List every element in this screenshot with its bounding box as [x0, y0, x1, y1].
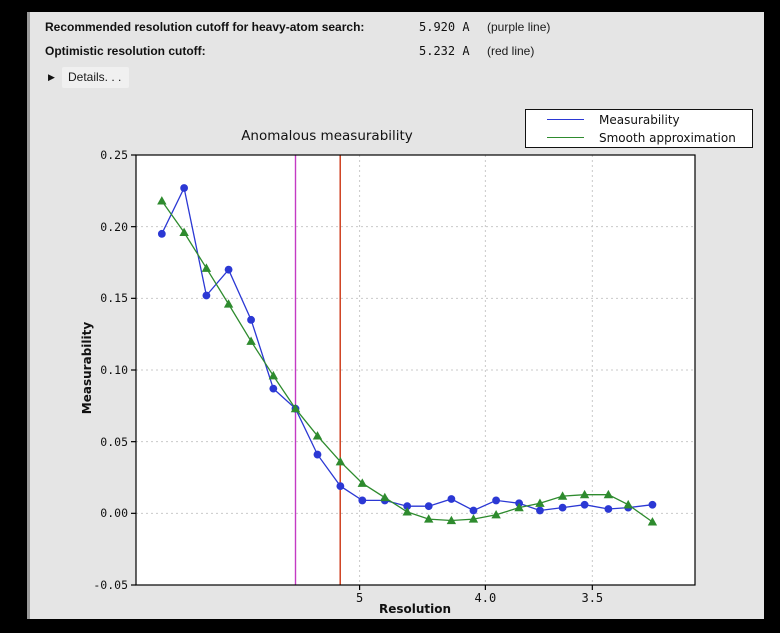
y-tick-label: 0.05: [100, 434, 128, 449]
x-tick-label: 3.5: [581, 591, 604, 605]
data-point-circle: [580, 500, 589, 509]
legend-line-sample: [547, 119, 584, 120]
optimistic-cutoff-note: (red line): [487, 44, 535, 58]
data-point-circle: [403, 502, 412, 511]
data-point-circle: [648, 500, 657, 509]
results-panel: Recommended resolution cutoff for heavy-…: [30, 12, 764, 619]
data-point-triangle: [535, 498, 545, 507]
data-point-triangle: [290, 403, 301, 413]
data-point-triangle: [312, 431, 323, 440]
details-label: Details. . .: [62, 66, 130, 88]
legend-label: Measurability: [599, 112, 680, 127]
data-point-circle: [247, 315, 255, 324]
recommended-cutoff-label: Recommended resolution cutoff for heavy-…: [45, 20, 365, 34]
data-point-triangle: [603, 489, 614, 499]
data-point-circle: [313, 450, 322, 459]
data-point-triangle: [557, 491, 568, 500]
data-point-triangle: [246, 336, 256, 345]
recommended-cutoff-value: 5.920 A: [419, 20, 470, 34]
data-point-circle: [157, 229, 166, 238]
data-point-triangle: [223, 299, 234, 308]
anomalous-measurability-chart: Anomalous measurability Measurability Re…: [30, 12, 764, 619]
data-point-circle: [358, 496, 367, 505]
data-point-triangle: [179, 227, 189, 236]
y-tick-label: 0.10: [100, 363, 128, 377]
x-tick-label: 5: [355, 591, 364, 605]
legend-line-sample: [547, 137, 584, 138]
legend: Measurability Smooth approximation: [525, 109, 753, 148]
optimistic-cutoff-value: 5.232 A: [419, 44, 470, 58]
data-point-triangle: [268, 370, 279, 380]
x-axis-label: Resolution: [378, 602, 452, 616]
data-point-triangle: [468, 514, 479, 523]
data-point-triangle: [514, 502, 524, 512]
y-tick-label: 0.00: [100, 506, 128, 521]
data-point-triangle: [380, 492, 390, 502]
recommended-cutoff-row: Recommended resolution cutoff for heavy-…: [30, 20, 764, 36]
data-point-triangle: [157, 196, 167, 205]
data-point-circle: [224, 265, 233, 274]
optimistic-cutoff-row: Optimistic resolution cutoff: 5.232 A (r…: [30, 44, 764, 60]
disclosure-triangle-icon: ▶: [48, 72, 55, 82]
window-edge: [27, 12, 30, 619]
legend-item: Measurability: [526, 112, 752, 128]
optimistic-cutoff-label: Optimistic resolution cutoff:: [45, 44, 206, 58]
plot-canvas: [131, 154, 696, 590]
y-tick-label: -0.05: [93, 578, 128, 592]
legend-label: Smooth approximation: [599, 130, 736, 145]
data-point-circle: [202, 291, 211, 300]
data-point-circle: [336, 482, 345, 490]
y-tick-label: 0.15: [100, 291, 128, 306]
data-point-triangle: [357, 478, 368, 487]
chart-title: Anomalous measurability: [241, 128, 413, 144]
data-point-circle: [447, 495, 456, 503]
data-point-circle: [424, 502, 433, 511]
legend-item: Smooth approximation: [526, 130, 752, 146]
data-point-triangle: [579, 489, 590, 499]
data-point-circle: [469, 506, 478, 515]
data-point-circle: [180, 184, 189, 192]
data-point-circle: [492, 496, 500, 505]
data-point-circle: [558, 503, 567, 512]
details-toggle[interactable]: ▶ Details. . .: [48, 65, 130, 89]
data-point-triangle: [335, 456, 346, 466]
data-point-circle: [604, 505, 613, 513]
data-point-triangle: [623, 499, 633, 509]
y-tick-label: 0.20: [100, 219, 128, 234]
data-point-circle: [536, 506, 544, 515]
data-point-triangle: [402, 507, 412, 516]
data-point-triangle: [491, 509, 501, 519]
recommended-cutoff-note: (purple line): [487, 20, 551, 34]
data-point-circle: [269, 384, 278, 393]
data-point-triangle: [424, 514, 434, 523]
data-point-triangle: [446, 515, 457, 525]
data-point-triangle: [201, 263, 212, 272]
data-point-triangle: [647, 517, 658, 526]
x-tick-label: 4.0: [474, 591, 497, 605]
y-tick-label: 0.25: [100, 148, 128, 162]
